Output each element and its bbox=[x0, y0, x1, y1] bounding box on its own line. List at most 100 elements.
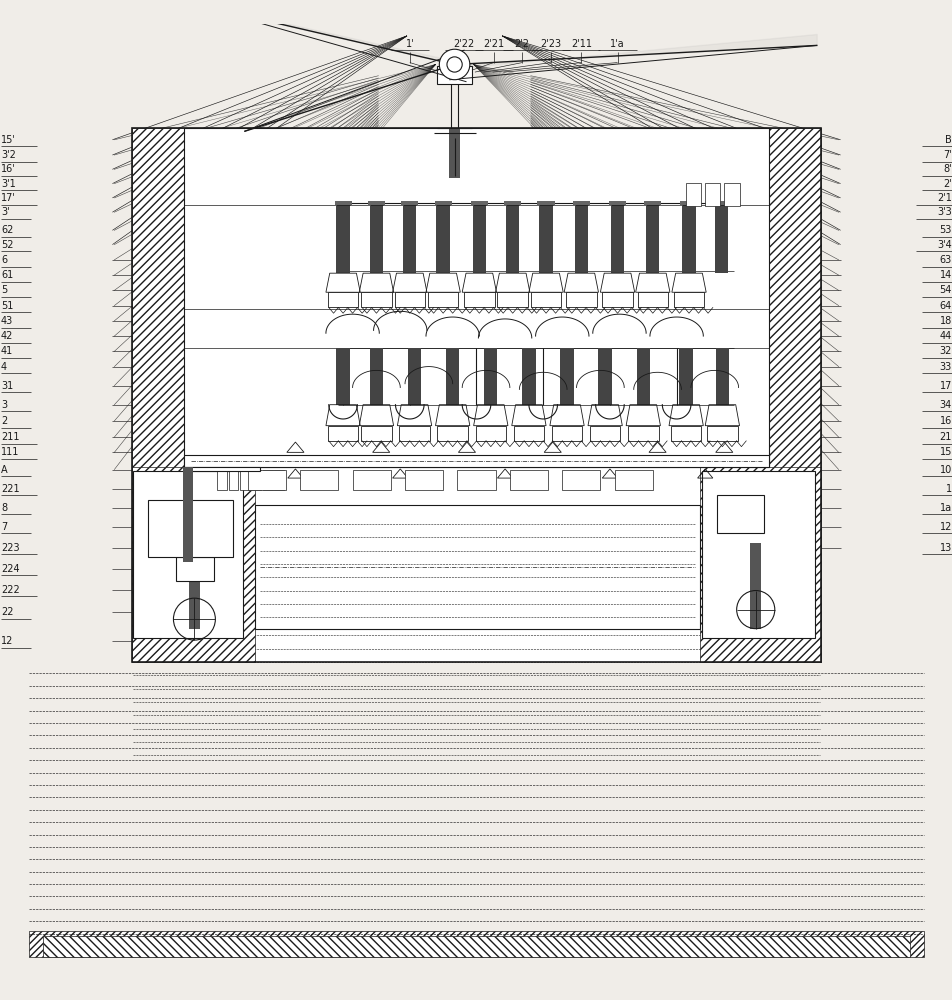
Bar bbox=[437, 426, 467, 441]
Text: 41: 41 bbox=[1, 346, 13, 356]
Bar bbox=[715, 348, 728, 405]
Bar bbox=[405, 470, 443, 490]
Text: 17': 17' bbox=[1, 193, 16, 203]
Text: 42: 42 bbox=[1, 331, 13, 341]
Bar bbox=[457, 470, 495, 490]
Bar bbox=[131, 467, 255, 662]
Bar bbox=[131, 128, 184, 662]
Bar bbox=[636, 348, 649, 405]
Bar bbox=[440, 68, 468, 82]
Bar bbox=[506, 205, 519, 273]
Text: 53: 53 bbox=[939, 225, 951, 235]
Bar bbox=[608, 201, 625, 206]
Text: 2: 2 bbox=[1, 416, 8, 426]
Bar bbox=[749, 543, 761, 629]
Text: 2'22: 2'22 bbox=[453, 39, 474, 49]
Text: 224: 224 bbox=[1, 564, 20, 574]
Text: 13: 13 bbox=[939, 543, 951, 553]
Text: 62: 62 bbox=[1, 225, 13, 235]
Text: 6: 6 bbox=[1, 255, 7, 265]
Text: 18: 18 bbox=[939, 316, 951, 326]
Text: 64: 64 bbox=[939, 301, 951, 311]
Bar bbox=[704, 183, 720, 206]
Bar bbox=[680, 201, 697, 206]
Text: 33: 33 bbox=[939, 362, 951, 372]
Text: 1'a: 1'a bbox=[609, 39, 625, 49]
Bar bbox=[551, 426, 582, 441]
Bar bbox=[248, 470, 286, 490]
Bar bbox=[131, 128, 821, 662]
Bar bbox=[562, 470, 600, 490]
Text: 3'1: 3'1 bbox=[1, 179, 15, 189]
Text: 3'3: 3'3 bbox=[937, 207, 951, 217]
Bar bbox=[565, 292, 596, 307]
Text: 2'11: 2'11 bbox=[570, 39, 591, 49]
Text: 52: 52 bbox=[1, 240, 13, 250]
Bar bbox=[475, 426, 506, 441]
Text: A: A bbox=[1, 465, 8, 475]
Bar bbox=[427, 292, 458, 307]
Text: 2': 2' bbox=[942, 179, 951, 189]
Bar bbox=[589, 426, 620, 441]
Bar bbox=[706, 486, 809, 633]
Bar bbox=[131, 128, 821, 662]
Text: 2'23: 2'23 bbox=[540, 39, 561, 49]
Text: 4: 4 bbox=[1, 362, 7, 372]
Text: 2'21: 2'21 bbox=[483, 39, 504, 49]
Bar bbox=[434, 201, 451, 206]
Bar bbox=[504, 201, 521, 206]
Text: 44: 44 bbox=[939, 331, 951, 341]
Circle shape bbox=[439, 49, 469, 80]
Bar bbox=[334, 201, 351, 206]
Bar bbox=[263, 470, 272, 490]
Text: 61: 61 bbox=[1, 270, 13, 280]
Bar bbox=[43, 936, 909, 957]
Bar bbox=[670, 426, 701, 441]
Text: 22: 22 bbox=[1, 607, 13, 617]
Bar bbox=[497, 292, 527, 307]
Bar bbox=[645, 205, 659, 273]
Text: 3': 3' bbox=[1, 207, 10, 217]
Text: 211: 211 bbox=[1, 432, 19, 442]
Bar bbox=[133, 471, 243, 638]
Bar bbox=[399, 426, 429, 441]
Bar bbox=[610, 205, 624, 273]
Bar bbox=[513, 426, 544, 441]
Bar bbox=[300, 470, 338, 490]
Bar bbox=[361, 426, 391, 441]
Bar bbox=[176, 557, 214, 581]
Text: 15': 15' bbox=[1, 135, 16, 145]
Text: 3'2: 3'2 bbox=[1, 150, 16, 160]
Bar bbox=[714, 205, 727, 273]
Text: 34: 34 bbox=[939, 400, 951, 410]
Bar bbox=[352, 470, 390, 490]
Text: 7: 7 bbox=[1, 522, 8, 532]
Bar bbox=[361, 292, 391, 307]
Text: 17: 17 bbox=[939, 381, 951, 391]
Text: 16': 16' bbox=[1, 164, 15, 174]
Bar bbox=[637, 292, 667, 307]
Text: 221: 221 bbox=[1, 484, 20, 494]
Bar bbox=[401, 201, 418, 206]
Text: 21: 21 bbox=[939, 432, 951, 442]
Text: 12: 12 bbox=[1, 636, 13, 646]
Bar bbox=[560, 348, 573, 405]
Bar bbox=[702, 471, 814, 638]
Bar bbox=[188, 543, 200, 629]
Bar bbox=[679, 348, 692, 405]
Bar bbox=[336, 348, 349, 405]
Bar bbox=[724, 183, 739, 206]
Bar bbox=[721, 502, 759, 530]
Text: 15: 15 bbox=[939, 447, 951, 457]
Bar bbox=[768, 128, 821, 662]
Text: 8: 8 bbox=[1, 503, 7, 513]
Text: 16: 16 bbox=[939, 416, 951, 426]
Bar bbox=[184, 128, 768, 467]
Text: 222: 222 bbox=[1, 585, 20, 595]
Bar bbox=[530, 292, 561, 307]
Bar bbox=[327, 292, 358, 307]
Text: 31: 31 bbox=[1, 381, 13, 391]
Bar bbox=[673, 292, 704, 307]
Text: 1a: 1a bbox=[939, 503, 951, 513]
Text: 10: 10 bbox=[939, 465, 951, 475]
